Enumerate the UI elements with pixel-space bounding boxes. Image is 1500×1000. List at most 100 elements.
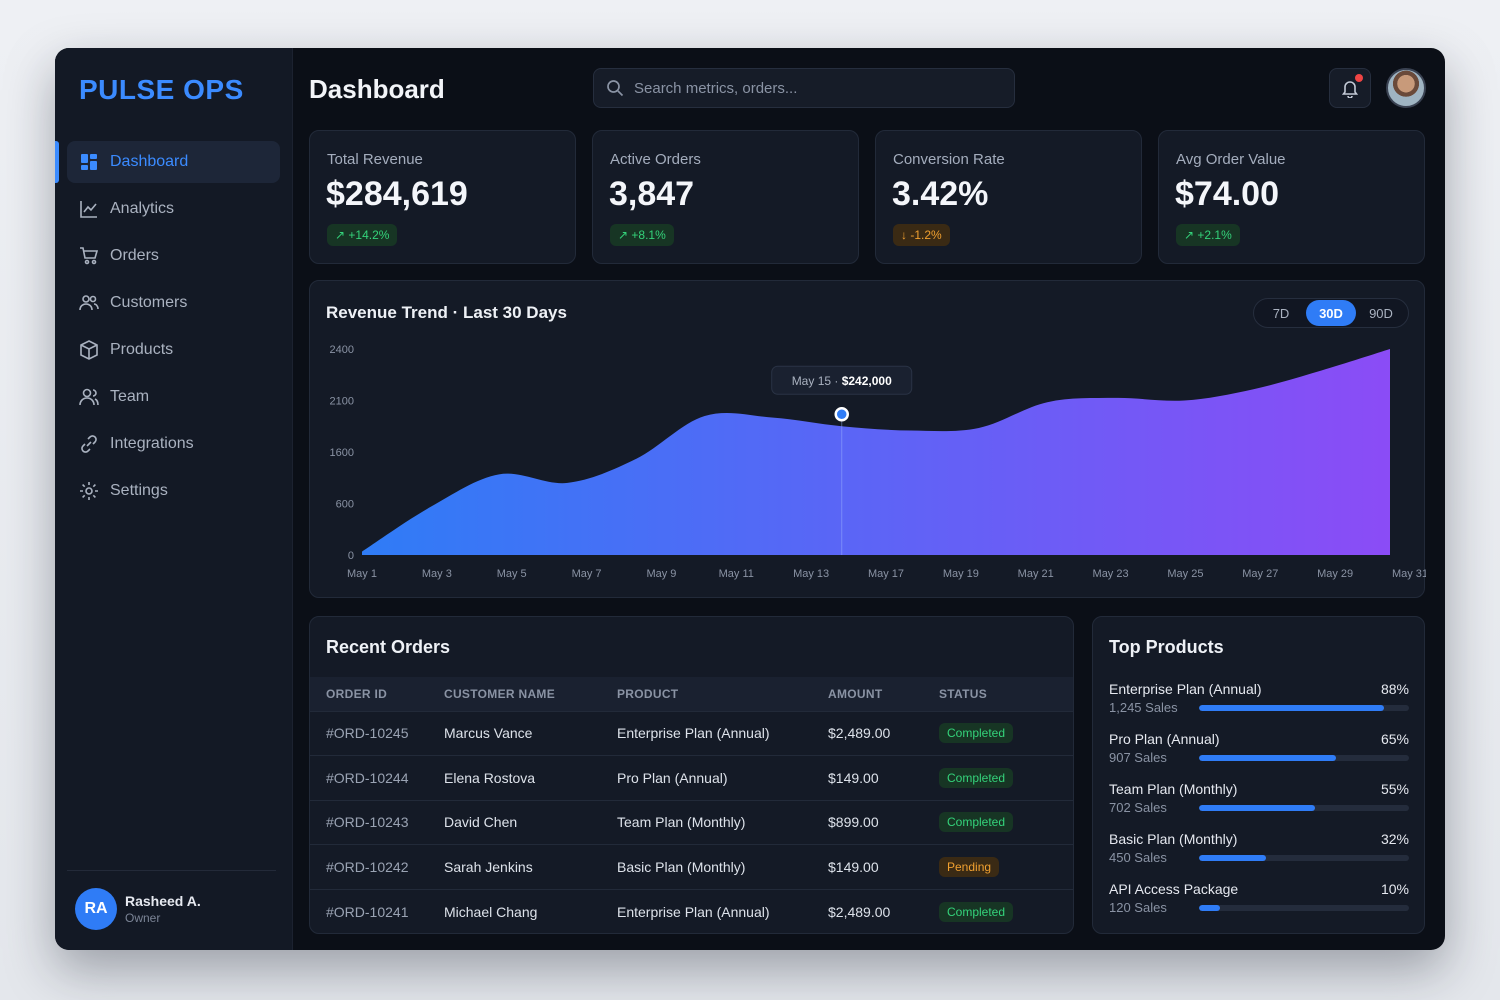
kpi-delta-badge: ↓ -1.2% — [893, 224, 950, 246]
kpi-card-conversion-rate: Conversion Rate 3.42% ↓ -1.2% — [875, 130, 1142, 264]
sidebar-item-integrations[interactable]: Integrations — [67, 423, 280, 465]
product-row[interactable]: Basic Plan (Monthly) 32% 450 Sales — [1109, 831, 1409, 871]
sidebar-item-orders[interactable]: Orders — [67, 235, 280, 277]
order-id: #ORD-10243 — [310, 799, 444, 845]
top-products-card: Top Products Enterprise Plan (Annual) 88… — [1092, 616, 1425, 934]
x-tick-label: May 13 — [793, 568, 829, 580]
profile-avatar[interactable] — [1386, 68, 1426, 108]
team-icon — [79, 387, 99, 407]
table-header-row: ORDER ID CUSTOMER NAME PRODUCT AMOUNT ST… — [310, 677, 1073, 711]
x-tick-label: May 27 — [1242, 568, 1278, 580]
kpi-delta-badge: ↗ +14.2% — [327, 224, 398, 246]
product-row[interactable]: Team Plan (Monthly) 55% 702 Sales — [1109, 781, 1409, 821]
recent-orders-card: Recent Orders ORDER ID CUSTOMER NAME PRO… — [309, 616, 1074, 934]
x-tick-label: May 5 — [497, 568, 527, 580]
customer-name: Sarah Jenkins — [444, 844, 617, 890]
table-row[interactable]: #ORD-10242 Sarah Jenkins Basic Plan (Mon… — [310, 844, 1073, 890]
product-sales: 907 Sales — [1109, 750, 1167, 765]
order-amount: $149.00 — [828, 844, 939, 890]
tooltip-date: May 15 · — [792, 374, 842, 388]
order-id: #ORD-10242 — [310, 844, 444, 890]
column-header[interactable]: ORDER ID — [310, 677, 444, 711]
chart-title: Revenue Trend · Last 30 Days — [326, 303, 567, 322]
order-amount: $899.00 — [828, 799, 939, 845]
kpi-label: Conversion Rate — [893, 151, 1005, 168]
cart-icon — [79, 246, 99, 266]
product-name: Enterprise Plan (Annual) — [1109, 681, 1262, 697]
tooltip-text: May 15 · $242,000 — [792, 374, 892, 388]
gear-icon — [79, 481, 99, 501]
product-name: Enterprise Plan (Annual) — [617, 888, 828, 933]
table-row[interactable]: #ORD-10244 Elena Rostova Pro Plan (Annua… — [310, 755, 1073, 801]
search-bar[interactable] — [593, 68, 1015, 108]
sidebar-item-label: Integrations — [110, 435, 194, 452]
product-name: API Access Package — [1109, 881, 1239, 897]
x-tick-label: May 7 — [572, 568, 602, 580]
table-row[interactable]: #ORD-10245 Marcus Vance Enterprise Plan … — [310, 710, 1073, 756]
sidebar-divider — [67, 870, 276, 871]
chart-tooltip: May 15 · $242,000 — [771, 365, 913, 395]
sidebar-item-dashboard[interactable]: Dashboard — [55, 141, 280, 183]
column-header[interactable]: STATUS — [939, 677, 1073, 711]
card-title: Recent Orders — [326, 637, 451, 657]
notifications-button[interactable] — [1329, 68, 1371, 108]
product-row[interactable]: Pro Plan (Annual) 65% 907 Sales — [1109, 731, 1409, 771]
product-row[interactable]: API Access Package 10% 120 Sales — [1109, 881, 1409, 921]
customer-name: Elena Rostova — [444, 755, 617, 801]
kpi-delta-badge: ↗ +8.1% — [610, 224, 674, 246]
column-header[interactable]: CUSTOMER NAME — [444, 677, 617, 711]
sidebar-item-label: Customers — [110, 294, 188, 311]
customers-icon — [79, 293, 99, 313]
order-amount: $2,489.00 — [828, 888, 939, 933]
column-header[interactable]: AMOUNT — [828, 677, 939, 711]
progress-track — [1199, 705, 1409, 711]
progress-fill — [1199, 855, 1267, 861]
revenue-trend-card: 0 600 1600 2100 2400 May 15 · $242,000 May 1 Ma… — [309, 280, 1426, 598]
order-id: #ORD-10245 — [310, 710, 444, 756]
range-90d-button[interactable]: 90D — [1369, 305, 1393, 321]
progress-fill — [1199, 755, 1336, 761]
range-7d-button[interactable]: 7D — [1272, 305, 1290, 321]
search-icon — [607, 80, 624, 97]
tooltip-box — [771, 365, 913, 395]
x-tick-label: May 3 — [422, 568, 452, 580]
table-row[interactable]: #ORD-10243 David Chen Team Plan (Monthly… — [310, 799, 1073, 845]
search-input[interactable] — [634, 79, 994, 97]
notification-badge — [1355, 74, 1363, 82]
product-name: Enterprise Plan (Annual) — [617, 710, 828, 756]
sidebar-item-customers[interactable]: Customers — [67, 282, 280, 324]
sidebar-item-products[interactable]: Products — [67, 329, 280, 371]
order-id: #ORD-10244 — [310, 755, 444, 801]
sidebar-item-settings[interactable]: Settings — [67, 470, 280, 512]
product-row[interactable]: Enterprise Plan (Annual) 88% 1,245 Sales — [1109, 681, 1409, 721]
product-percent: 10% — [1380, 881, 1409, 897]
sidebar-item-label: Settings — [110, 482, 168, 499]
sidebar-item-label: Orders — [110, 247, 159, 264]
box-icon — [79, 340, 99, 360]
column-header[interactable]: PRODUCT — [617, 677, 828, 711]
progress-fill — [1199, 905, 1220, 911]
product-percent: 65% — [1380, 731, 1409, 747]
product-sales: 702 Sales — [1109, 800, 1167, 815]
status-badge: Completed — [939, 901, 1014, 922]
user-profile[interactable]: RA Rasheed A. Owner — [75, 888, 201, 930]
customer-name: Marcus Vance — [444, 710, 617, 756]
sidebar-item-label: Dashboard — [110, 153, 189, 170]
revenue-area — [362, 349, 1390, 555]
sidebar-nav: Dashboard Analytics Orders Customers — [55, 141, 292, 517]
y-tick-label: 0 — [348, 550, 354, 562]
main-content: Dashboard Total Revenue $284,619 ↗ +14.2… — [293, 48, 1445, 950]
sidebar-item-analytics[interactable]: Analytics — [67, 188, 280, 230]
x-tick-label: May 11 — [719, 568, 754, 580]
kpi-card-active-orders: Active Orders 3,847 ↗ +8.1% — [592, 130, 859, 264]
page-title: Dashboard — [309, 74, 445, 104]
range-30d-button[interactable]: 30D — [1306, 300, 1356, 326]
product-name: Team Plan (Monthly) — [1109, 781, 1238, 797]
table-row[interactable]: #ORD-10241 Michael Chang Enterprise Plan… — [310, 888, 1073, 933]
sidebar-item-team[interactable]: Team — [67, 376, 280, 418]
kpi-value: $74.00 — [1175, 175, 1279, 213]
user-name: Rasheed A. — [125, 893, 201, 909]
order-id: #ORD-10241 — [310, 888, 444, 933]
analytics-icon — [79, 199, 99, 219]
brand-logo[interactable]: PULSE OPS — [79, 74, 244, 105]
